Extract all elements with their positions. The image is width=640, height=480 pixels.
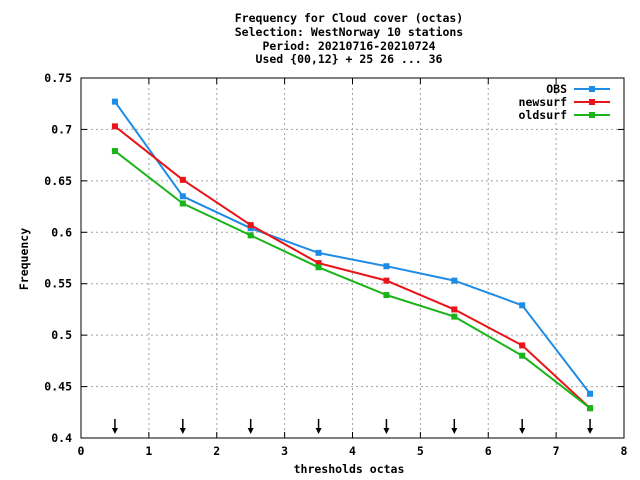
- threshold-arrow-head: [383, 428, 390, 434]
- threshold-arrow-head: [519, 428, 526, 434]
- x-tick-label: 3: [281, 444, 288, 458]
- chart-title-line-3: Period: 20210716-20210724: [262, 39, 435, 53]
- y-tick-label: 0.7: [51, 122, 72, 136]
- threshold-arrow: [519, 419, 526, 434]
- y-tick-label: 0.6: [51, 225, 72, 239]
- threshold-arrow: [383, 419, 390, 434]
- axis-ticks: [80, 77, 625, 439]
- y-tick-label: 0.45: [44, 380, 72, 394]
- y-tick-label: 0.75: [44, 71, 72, 85]
- legend-item-oldsurf: oldsurf: [519, 108, 610, 122]
- y-tick-labels: 0.4 0.45 0.5 0.55 0.6 0.65 0.7 0.75: [44, 71, 72, 445]
- legend-swatch-marker: [589, 99, 595, 105]
- legend-label: OBS: [546, 82, 567, 96]
- threshold-arrow: [247, 419, 254, 434]
- legend-swatch-marker: [589, 112, 595, 118]
- series-newsurf: [111, 123, 594, 412]
- series-line: [114, 150, 591, 409]
- chart-title-line-4: Used {00,12} + 25 26 ... 36: [256, 52, 443, 66]
- threshold-arrow: [451, 419, 458, 434]
- threshold-arrows: [111, 419, 594, 434]
- y-tick-label: 0.55: [44, 277, 72, 291]
- legend-item-newsurf: newsurf: [519, 95, 610, 109]
- y-tick-label: 0.65: [44, 174, 72, 188]
- chart-title: Frequency for Cloud cover (octas) Select…: [235, 11, 463, 66]
- legend-label: newsurf: [519, 95, 568, 109]
- series-oldsurf: [111, 148, 594, 412]
- x-tick-label: 7: [553, 444, 560, 458]
- threshold-arrow: [587, 419, 594, 434]
- series-line: [114, 125, 591, 409]
- y-tick-label: 0.4: [51, 431, 72, 445]
- threshold-arrow-head: [179, 428, 186, 434]
- x-tick-label: 0: [78, 444, 85, 458]
- threshold-arrow: [111, 419, 118, 434]
- x-tick-label: 1: [145, 444, 152, 458]
- y-axis-label: Frequency: [17, 228, 31, 290]
- x-tick-label: 6: [485, 444, 492, 458]
- series-obs: [111, 98, 594, 397]
- threshold-arrow-head: [451, 428, 458, 434]
- chart-title-line-2: Selection: WestNorway 10 stations: [235, 25, 463, 39]
- threshold-arrow-head: [315, 428, 322, 434]
- threshold-arrow-head: [111, 428, 118, 434]
- legend-swatch-marker: [589, 86, 595, 92]
- x-tick-labels: 0 1 2 3 4 5 6 7 8: [78, 444, 628, 458]
- legend-item-obs: OBS: [546, 82, 610, 96]
- series-line: [114, 101, 591, 395]
- grid: [81, 78, 624, 438]
- series-group: [111, 98, 594, 412]
- threshold-arrow-head: [587, 428, 594, 434]
- chart-title-line-1: Frequency for Cloud cover (octas): [235, 11, 463, 25]
- y-tick-label: 0.5: [51, 328, 72, 342]
- threshold-arrow: [315, 419, 322, 434]
- x-tick-label: 2: [213, 444, 220, 458]
- threshold-arrow: [179, 419, 186, 434]
- threshold-arrow-head: [247, 428, 254, 434]
- x-tick-label: 5: [417, 444, 424, 458]
- legend-label: oldsurf: [519, 108, 568, 122]
- x-tick-label: 8: [621, 444, 628, 458]
- x-axis-label: thresholds octas: [294, 462, 405, 476]
- x-tick-label: 4: [349, 444, 356, 458]
